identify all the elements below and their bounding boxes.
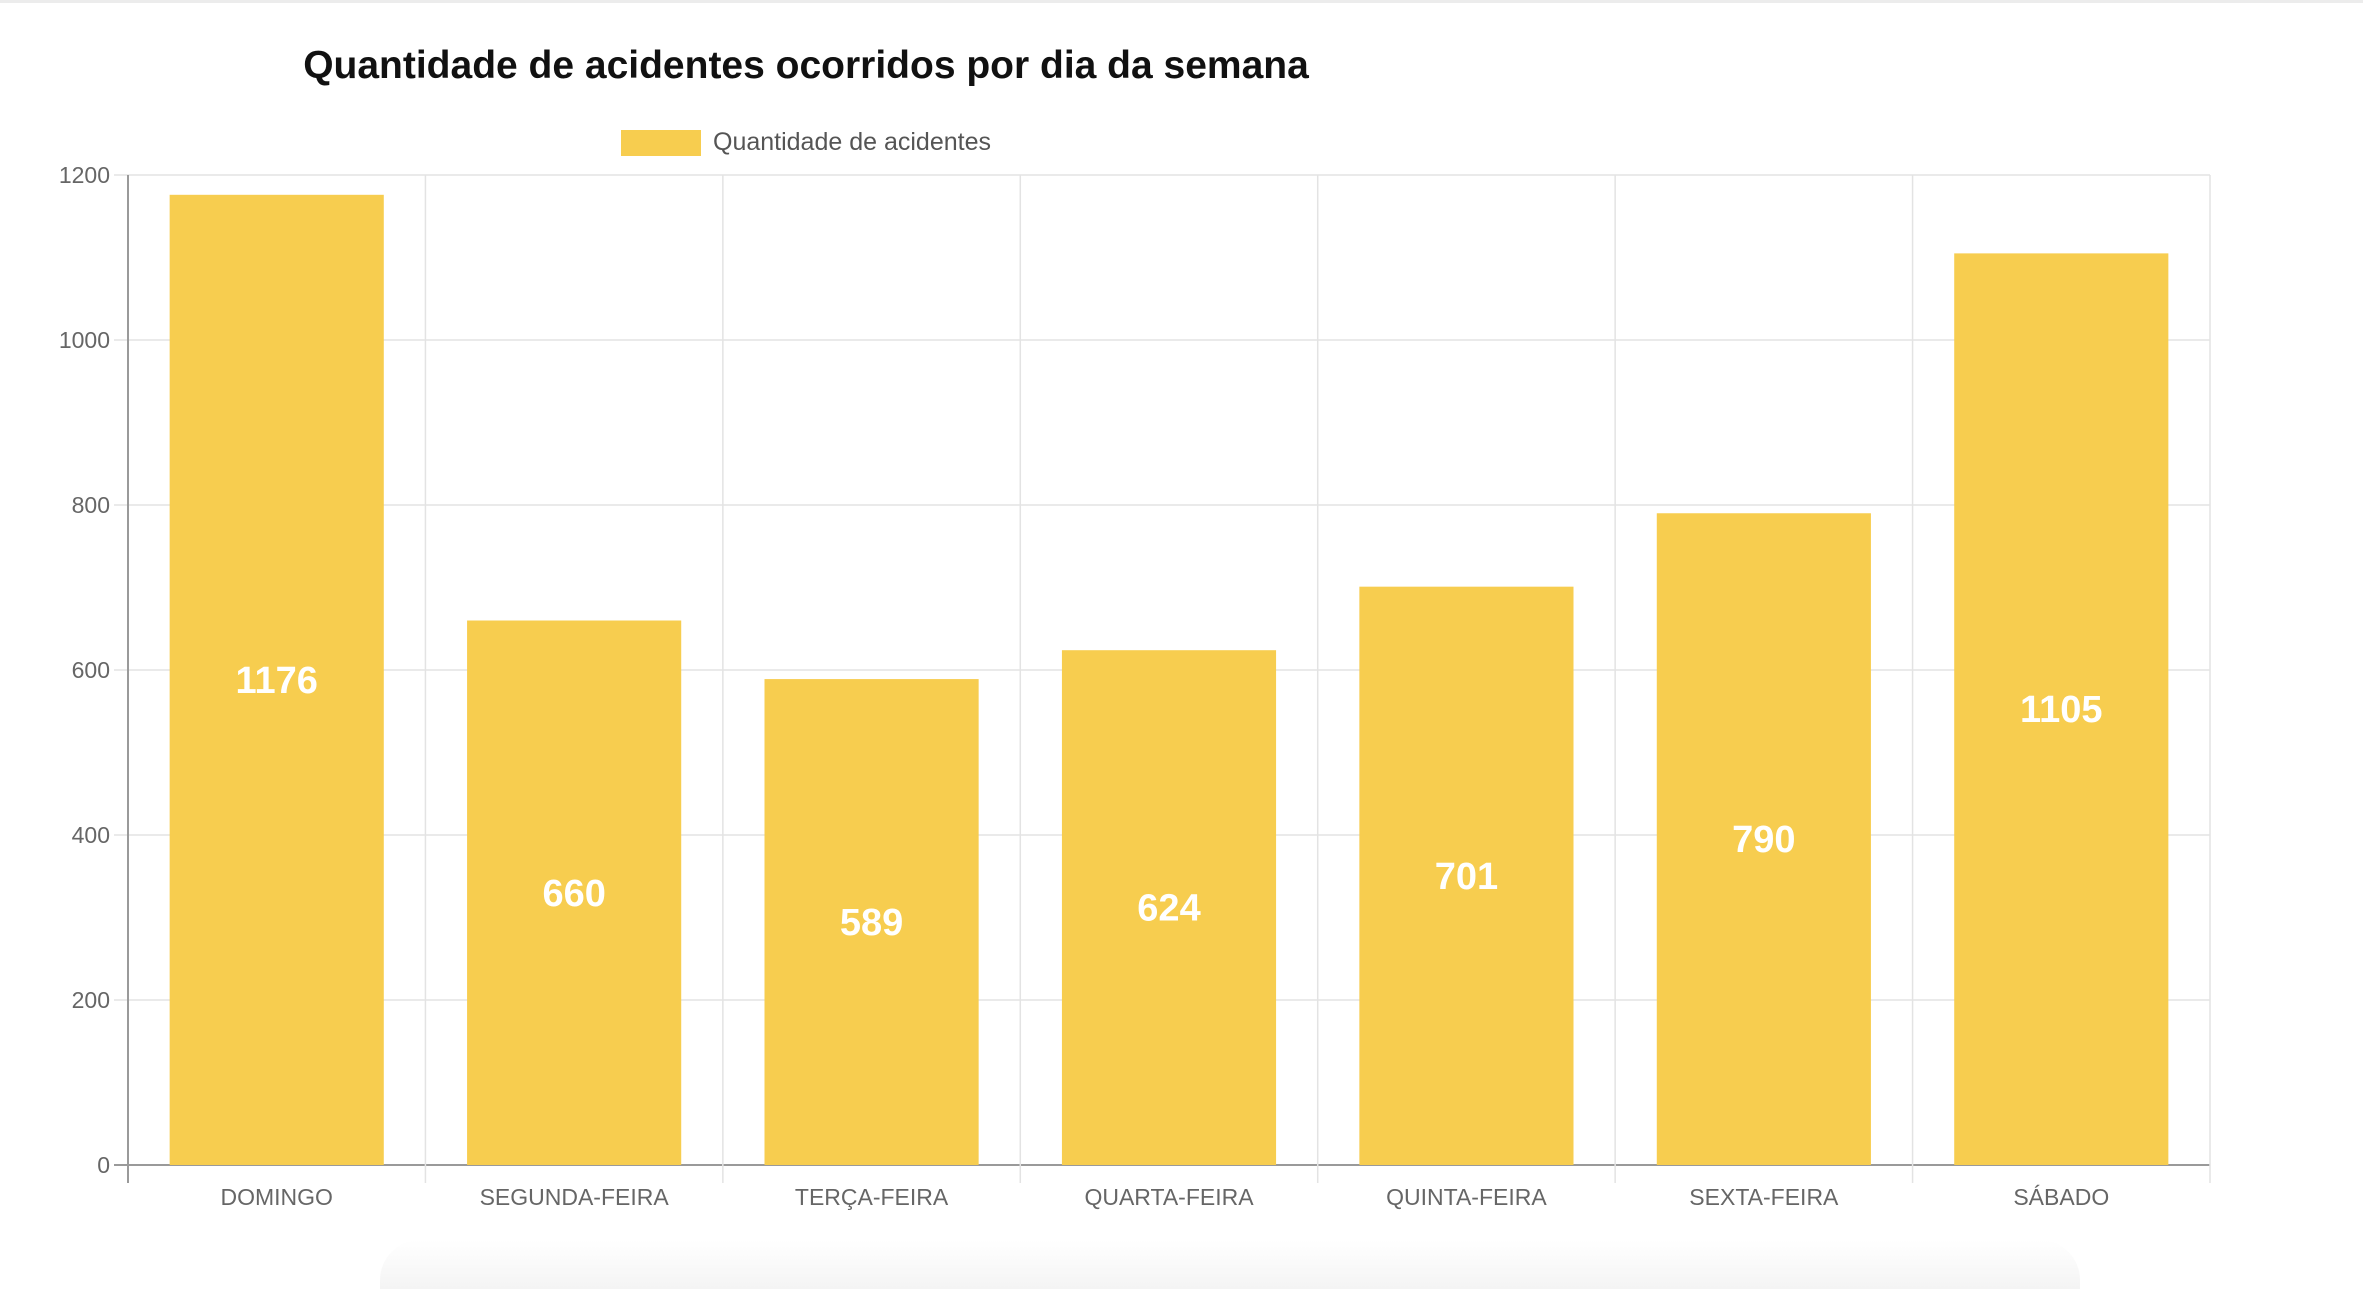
x-tick-label: SÁBADO bbox=[2013, 1184, 2109, 1210]
bar bbox=[1656, 513, 1871, 1165]
bottom-shadow bbox=[380, 1240, 2080, 1289]
x-tick-label: SEXTA-FEIRA bbox=[1689, 1184, 1839, 1210]
y-tick-label: 200 bbox=[72, 987, 110, 1013]
y-tick-label: 1200 bbox=[59, 162, 110, 188]
bar bbox=[1954, 253, 2169, 1165]
legend[interactable]: Quantidade de acidentes bbox=[0, 128, 1612, 157]
top-border bbox=[0, 0, 2363, 3]
bar bbox=[467, 620, 682, 1165]
y-tick-label: 800 bbox=[72, 492, 110, 518]
y-tick-label: 400 bbox=[72, 822, 110, 848]
legend-label[interactable]: Quantidade de acidentes bbox=[713, 128, 991, 156]
data-label: 589 bbox=[840, 902, 903, 944]
x-tick-label: TERÇA-FEIRA bbox=[795, 1184, 949, 1210]
y-tick-label: 0 bbox=[97, 1152, 110, 1178]
data-label: 624 bbox=[1137, 888, 1200, 930]
x-tick-label: SEGUNDA-FEIRA bbox=[480, 1184, 670, 1210]
data-label: 701 bbox=[1435, 856, 1498, 898]
bar bbox=[1061, 650, 1277, 1165]
data-label: 1105 bbox=[2020, 689, 2102, 731]
x-tick-label: DOMINGO bbox=[220, 1184, 332, 1210]
data-label: 790 bbox=[1732, 819, 1795, 861]
bar bbox=[764, 679, 979, 1165]
data-label: 660 bbox=[542, 873, 605, 915]
y-tick-label: 1000 bbox=[59, 327, 110, 353]
y-tick-label: 600 bbox=[72, 657, 110, 683]
x-tick-label: QUARTA-FEIRA bbox=[1084, 1184, 1254, 1210]
legend-swatch[interactable] bbox=[621, 129, 701, 156]
data-label: 1176 bbox=[235, 660, 317, 702]
bar bbox=[1359, 586, 1574, 1165]
chart-title: Quantidade de acidentes ocorridos por di… bbox=[303, 44, 1309, 87]
bar bbox=[169, 194, 384, 1166]
x-tick-label: QUINTA-FEIRA bbox=[1386, 1184, 1547, 1210]
